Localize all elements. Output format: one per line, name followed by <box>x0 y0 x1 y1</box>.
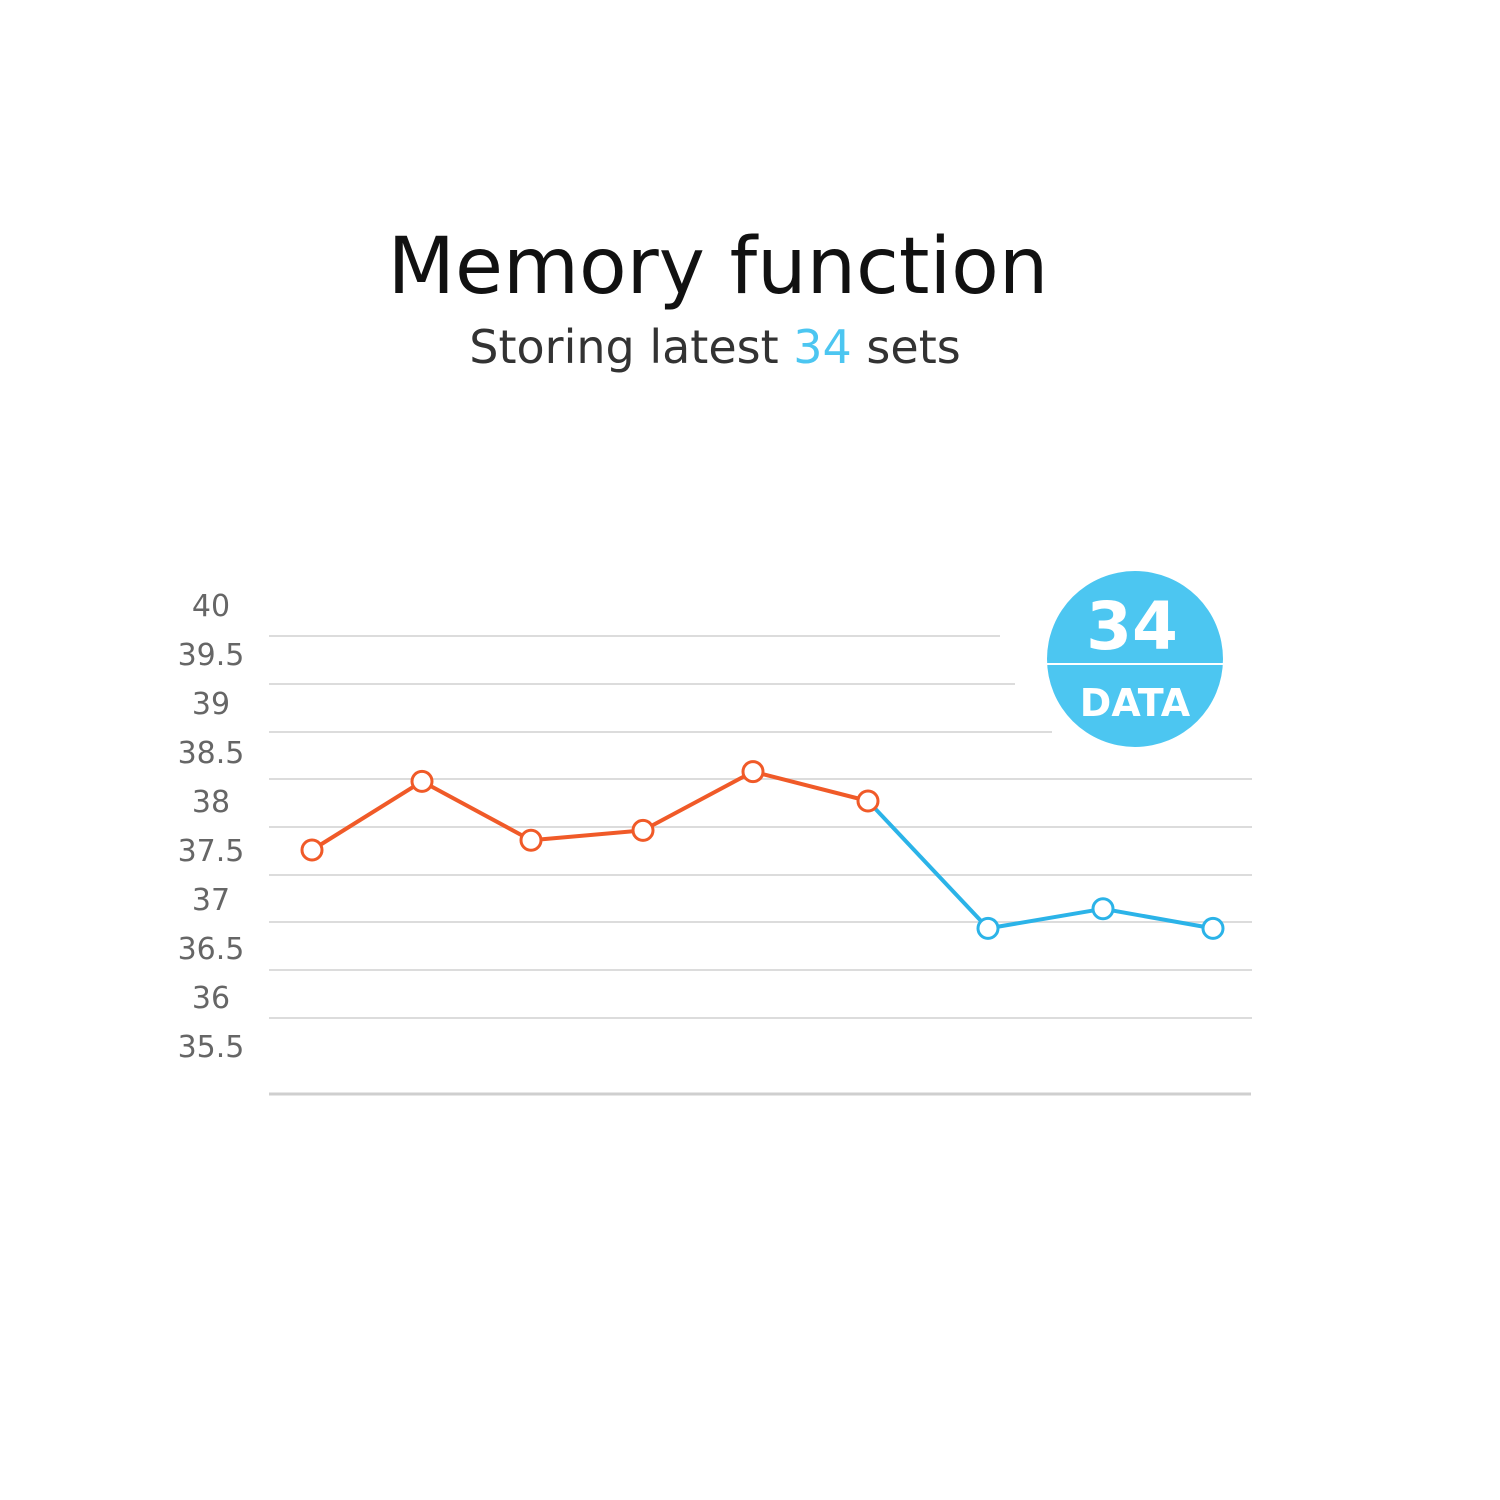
y-tick-label: 40 <box>192 589 230 624</box>
y-tick-label: 36.5 <box>178 932 245 967</box>
data-badge <box>1047 571 1223 747</box>
data-point <box>300 838 324 862</box>
y-tick-label: 37 <box>192 883 230 918</box>
series-segment <box>310 779 424 852</box>
badge-number: 34 <box>1086 588 1178 665</box>
y-tick-label: 38.5 <box>178 736 245 771</box>
subtitle-prefix: Storing latest <box>469 320 794 374</box>
data-point <box>1091 897 1115 921</box>
series-segment <box>1102 906 1214 931</box>
y-tick-label: 38 <box>192 785 230 820</box>
y-tick-label: 37.5 <box>178 834 245 869</box>
subtitle-count: 34 <box>793 320 852 374</box>
data-point <box>519 828 543 852</box>
y-tick-label: 36 <box>192 981 230 1016</box>
data-point <box>410 769 434 793</box>
series-segment <box>987 906 1104 931</box>
data-point <box>741 760 765 784</box>
series-segment <box>866 799 990 930</box>
series-segment <box>642 769 754 833</box>
y-tick-label: 35.5 <box>178 1030 245 1065</box>
series-segment <box>530 828 644 843</box>
series-segment <box>752 769 869 803</box>
subtitle: Storing latest 34 sets <box>0 320 1430 374</box>
y-tick-label: 39 <box>192 687 230 722</box>
data-point <box>631 818 655 842</box>
y-tick-label: 39.5 <box>178 638 245 673</box>
data-point <box>856 789 880 813</box>
series-segment <box>421 779 532 842</box>
badge-label: DATA <box>1080 681 1191 725</box>
data-point <box>976 916 1000 940</box>
data-point <box>1201 916 1225 940</box>
subtitle-suffix: sets <box>851 320 961 374</box>
page-title: Memory function <box>387 222 1049 312</box>
